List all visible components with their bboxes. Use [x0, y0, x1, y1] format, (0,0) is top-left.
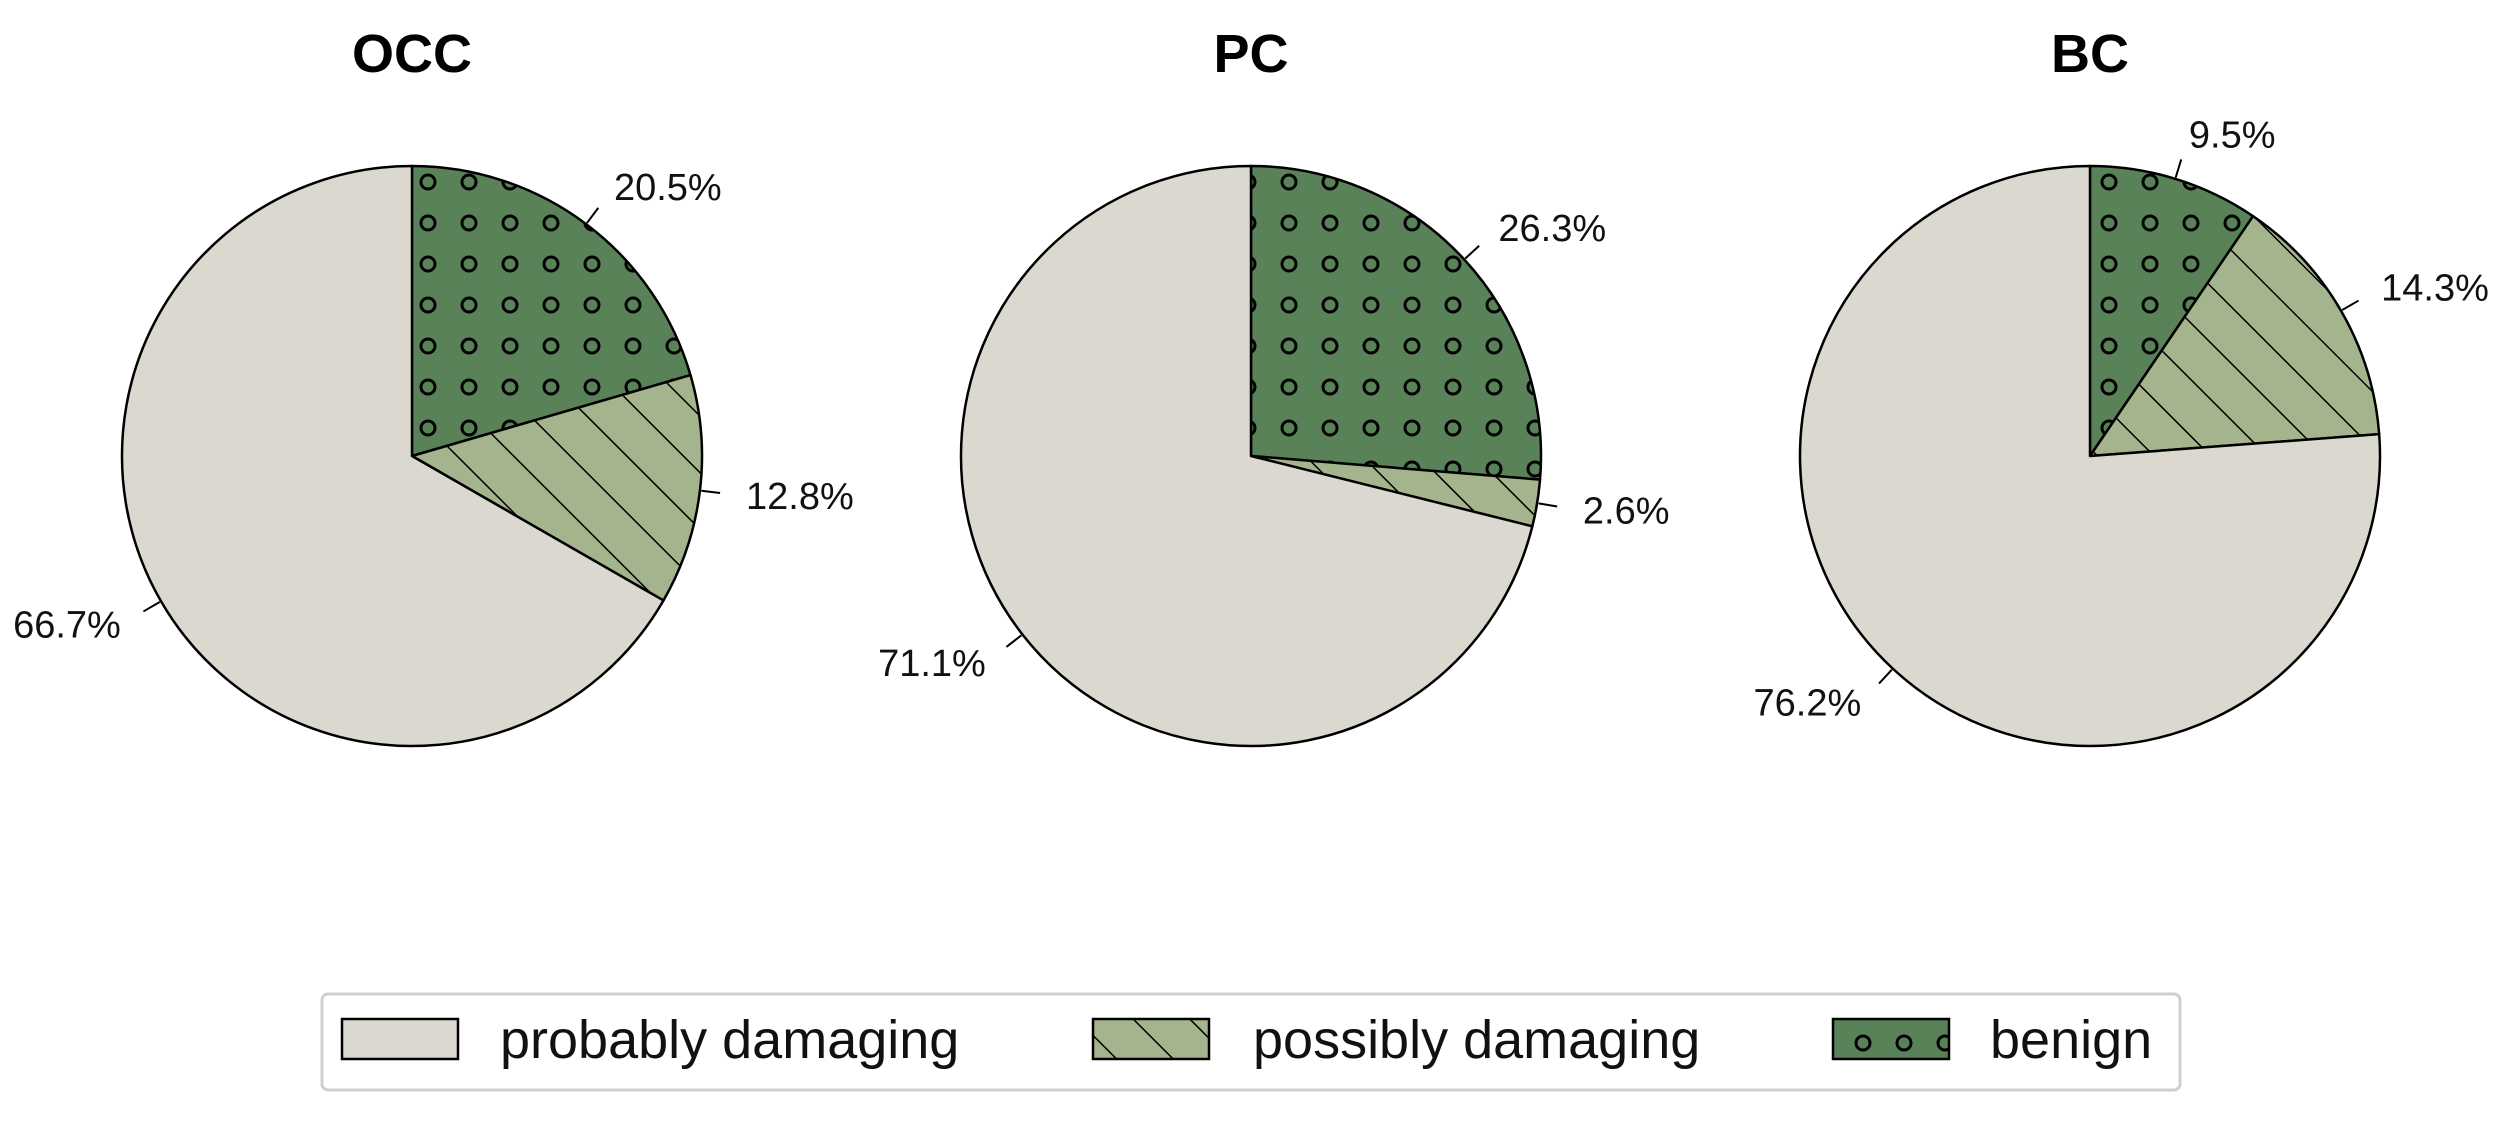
- pie-slice-probably-damaging: [1798, 164, 2382, 748]
- pie-slice-label-benign: 26.3%: [1498, 208, 1606, 250]
- pie-occ: OCC 20.5% 12.8% 66.7%: [13, 24, 854, 748]
- pie-label-tick: [586, 207, 600, 224]
- pie-slice-benign: [410, 164, 692, 458]
- pie-slice-label-probably-damaging: 71.1%: [878, 643, 986, 685]
- pies-group: OCC 20.5% 12.8% 66.7% PC 26.3% 2.6% 71.1% BC 9.5%…: [13, 24, 2489, 748]
- pie-slice-label-possibly-damaging: 12.8%: [746, 476, 854, 518]
- pie-bc: BC 9.5% 14.3% 76.2%: [1754, 24, 2489, 748]
- pie-title: PC: [1213, 24, 1288, 84]
- legend-swatch-possibly-damaging: [1091, 1017, 1211, 1061]
- pie-label-tick: [142, 601, 161, 613]
- pie-label-tick: [2174, 159, 2183, 178]
- legend-swatch-benign: [1831, 1017, 1951, 1061]
- pie-slice-label-probably-damaging: 76.2%: [1754, 683, 1862, 725]
- pie-label-tick: [1005, 634, 1022, 648]
- legend-item-probably-damaging: probably damaging: [340, 1010, 959, 1070]
- pie-slice-label-probably-damaging: 66.7%: [13, 605, 121, 647]
- pie-slice-label-benign: 9.5%: [2189, 114, 2276, 156]
- legend-label-possibly-damaging: possibly damaging: [1253, 1010, 1700, 1070]
- pie-slice-possibly-damaging: [2088, 214, 2381, 458]
- legend-label-benign: benign: [1990, 1010, 2152, 1070]
- legend-item-possibly-damaging: possibly damaging: [1091, 1010, 1700, 1070]
- legend-swatch-probably-damaging: [340, 1017, 460, 1061]
- pie-slice-benign: [2088, 164, 2255, 458]
- legend: probably damaging possibly damaging beni…: [320, 992, 2182, 1092]
- pie-slice-label-benign: 20.5%: [614, 167, 722, 209]
- pie-label-tick: [1878, 669, 1893, 685]
- pie-slice-label-possibly-damaging: 14.3%: [2381, 267, 2489, 309]
- pie-slice-probably-damaging: [120, 164, 665, 748]
- pie-slice-label-possibly-damaging: 2.6%: [1583, 491, 1670, 533]
- pie-pc: PC 26.3% 2.6% 71.1%: [878, 24, 1670, 748]
- pie-slice-benign: [1249, 164, 1543, 481]
- pie-title: BC: [2051, 24, 2129, 84]
- legend-item-benign: benign: [1831, 1010, 2152, 1070]
- legend-label-probably-damaging: probably damaging: [500, 1010, 959, 1070]
- pie-label-tick: [1464, 244, 1480, 260]
- pie-title: OCC: [352, 24, 472, 84]
- pie-slice-probably-damaging: [959, 164, 1534, 748]
- pie-label-tick: [701, 489, 721, 494]
- pie-label-tick: [2341, 299, 2360, 311]
- pie-label-tick: [1538, 502, 1558, 508]
- pie-slice-possibly-damaging: [410, 373, 704, 602]
- legend-frame: [320, 992, 2182, 1092]
